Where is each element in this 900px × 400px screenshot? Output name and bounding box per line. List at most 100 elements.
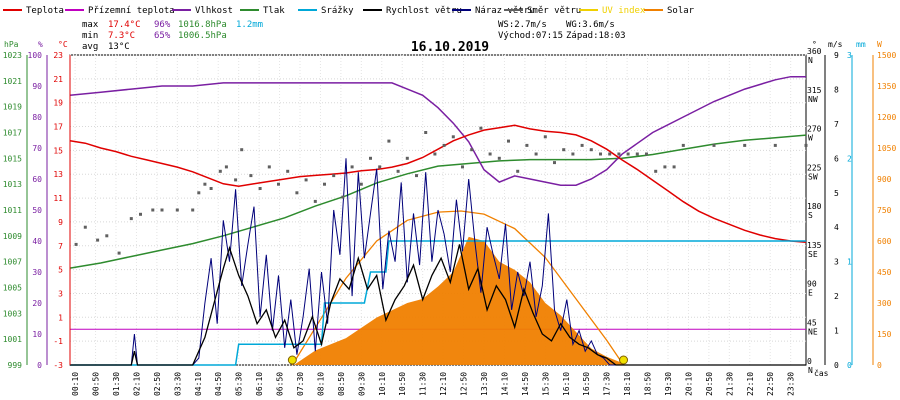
temp-tick-label: 15: [53, 146, 63, 155]
wind-direction-point: [249, 174, 253, 178]
humidity-tick-label: 20: [32, 299, 42, 308]
direction-name-label: W: [808, 134, 813, 143]
pressure-tick-label: 1005: [3, 284, 22, 293]
wind-direction-point: [525, 143, 529, 147]
pressure-tick-label: 1003: [3, 309, 22, 318]
axes: 00:10 00:50 01:30 02:10 02:50 03:30 04:10 04:50…: [3, 47, 897, 396]
legend-prizemni-teplota: Přízemní teplota: [88, 6, 175, 16]
x-tick-label: 08:50: [337, 372, 346, 396]
humidity-tick-label: 10: [32, 330, 42, 339]
x-tick-label: 10:50: [398, 372, 407, 396]
unit-wind: m/s: [828, 40, 843, 49]
wind-direction-point: [681, 143, 685, 147]
rain-tick-label: 2: [847, 154, 852, 163]
stat-avg-label: avg: [82, 42, 98, 52]
stat-min-press: 1006.5hPa: [178, 31, 227, 41]
x-tick-label: 18:50: [644, 372, 653, 396]
wind-direction-point: [139, 212, 142, 216]
stat-ws: WS:2.7m/s: [498, 20, 547, 30]
wind-direction-point: [209, 187, 213, 190]
wind-direction-point: [553, 161, 556, 165]
wind-direction-point: [461, 165, 464, 169]
x-tick-label: 00:50: [92, 372, 101, 396]
x-tick-label: 02:50: [153, 372, 162, 396]
wind-direction-point: [479, 126, 483, 130]
sunset-marker: [619, 355, 629, 365]
legend-srazky: Srážky: [321, 6, 354, 16]
direction-tick-label: 180: [807, 202, 822, 211]
x-tick-label: 09:30: [357, 372, 366, 396]
wind-direction-point: [74, 242, 78, 246]
rain-tick-label: 1: [847, 258, 852, 267]
x-tick-label: 06:10: [255, 372, 264, 396]
rain-tick-label: 0: [847, 361, 852, 370]
temp-tick-label: 5: [58, 266, 63, 275]
direction-tick-label: 0: [807, 357, 812, 366]
x-tick-label: 02:10: [132, 372, 141, 396]
x-tick-label: 06:50: [276, 372, 285, 396]
unit-time: čas: [814, 368, 829, 378]
x-tick-label: 13:30: [480, 372, 489, 396]
legend-rychlost-vetru: Rychlost větru: [386, 6, 462, 16]
x-tick-label: 01:30: [112, 372, 121, 396]
wind-direction-point: [415, 174, 418, 178]
wind-tick-label: 6: [834, 154, 839, 163]
humidity-tick-label: 40: [32, 237, 42, 246]
direction-tick-label: 90: [807, 280, 817, 289]
wind-direction-point: [396, 169, 400, 173]
stat-max-rain: 1.2mm: [236, 20, 263, 30]
wind-direction-point: [663, 165, 667, 169]
wind-direction-point: [350, 165, 354, 169]
pressure-tick-label: 1015: [3, 154, 22, 163]
wind-direction-point: [160, 208, 164, 212]
x-tick-label: 22:50: [766, 372, 775, 396]
temp-tick-label: 1: [58, 313, 63, 322]
wind-direction-point: [277, 182, 280, 186]
x-tick-label: 15:30: [541, 372, 550, 396]
direction-name-label: NE: [808, 327, 818, 336]
legend-tlak: Tlak: [263, 6, 285, 16]
wind-direction-point: [203, 182, 207, 186]
rain-line: [70, 240, 806, 366]
x-tick-label: 14:50: [521, 372, 530, 396]
wind-direction-point: [562, 148, 566, 152]
pressure-tick-label: 1011: [3, 206, 22, 215]
direction-tick-label: 45: [807, 318, 817, 327]
wind-direction-point: [323, 182, 326, 186]
temp-tick-label: 11: [53, 194, 63, 203]
wind-direction-point: [626, 152, 630, 156]
temp-tick-label: 9: [58, 218, 63, 227]
direction-name-label: SE: [808, 250, 818, 259]
humidity-tick-label: 70: [32, 144, 42, 153]
wind-direction-point: [451, 135, 455, 139]
stat-max-press: 1016.8hPa: [178, 20, 227, 30]
direction-name-label: N: [808, 56, 813, 65]
wind-direction-point: [599, 152, 602, 156]
solar-theoretical-line: [291, 210, 625, 366]
legend-vlhkost: Vlhkost: [195, 6, 233, 16]
wind-direction-point: [286, 169, 290, 173]
wind-tick-label: 2: [834, 292, 839, 301]
pressure-tick-label: 1017: [3, 129, 22, 138]
unit-solar: W: [877, 40, 882, 49]
wind-direction-point: [105, 234, 109, 238]
rain-tick-label: 3: [847, 51, 852, 60]
wind-direction-point: [332, 174, 336, 178]
x-tick-label: 08:10: [316, 372, 325, 396]
solar-tick-label: 600: [877, 237, 892, 246]
wind-direction-point: [341, 195, 345, 199]
direction-tick-label: 360: [807, 47, 822, 56]
wind-direction-point: [580, 143, 584, 147]
x-tick-label: 05:30: [235, 372, 244, 396]
pressure-tick-label: 1013: [3, 180, 22, 189]
wind-direction-point: [359, 182, 363, 186]
temperature-line: [69, 124, 807, 243]
x-tick-label: 04:50: [214, 372, 223, 396]
wind-direction-point: [129, 217, 133, 221]
wind-direction-point: [117, 251, 121, 255]
x-tick-label: 16:50: [582, 372, 591, 396]
pressure-tick-label: 1021: [3, 77, 22, 86]
wind-direction-point: [175, 208, 179, 212]
wind-direction-point: [151, 208, 155, 212]
unit-humidity: %: [38, 40, 43, 49]
